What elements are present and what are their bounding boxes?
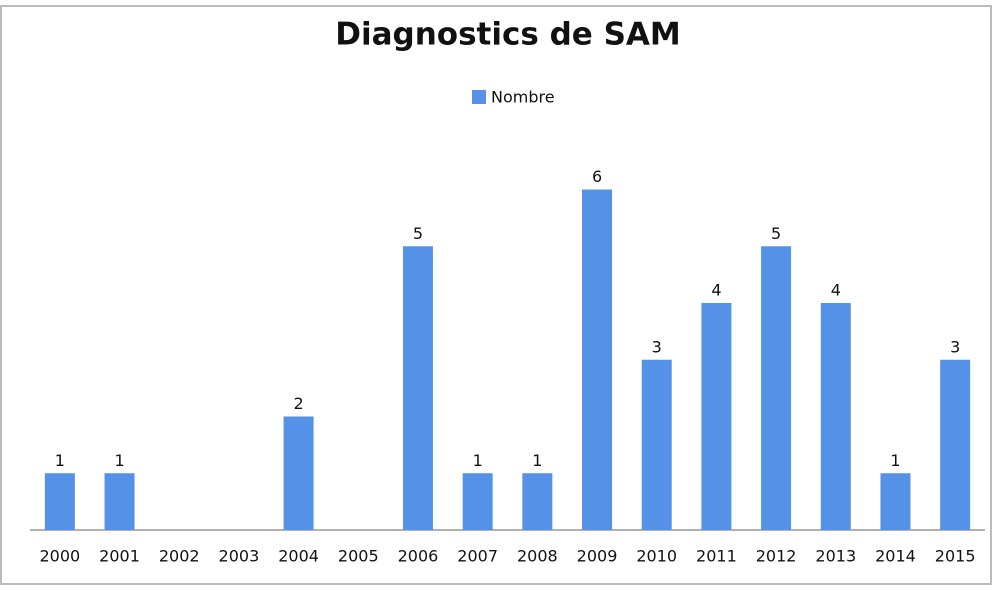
legend-swatch [472,90,486,104]
bar [44,473,75,530]
data-label: 6 [592,167,602,186]
x-tick-label: 2000 [39,547,80,566]
data-label: 3 [950,337,960,356]
data-label: 1 [55,451,65,470]
bar [880,473,911,530]
bar [701,303,732,530]
data-label: 5 [771,224,781,243]
bar [522,473,553,530]
x-tick-label: 2003 [219,547,260,566]
bar [820,303,851,530]
bar [462,473,493,530]
x-tick-label: 2008 [517,547,558,566]
x-tick-label: 2012 [756,547,797,566]
bar [641,359,672,530]
data-label: 1 [890,451,900,470]
data-label: 1 [114,451,124,470]
x-tick-label: 2015 [935,547,976,566]
data-label: 4 [711,281,721,300]
data-label: 3 [652,337,662,356]
x-tick-label: 2001 [99,547,140,566]
x-tick-label: 2006 [398,547,439,566]
x-tick-label: 2002 [159,547,200,566]
bar [761,246,792,530]
bar [402,246,433,530]
x-tick-label: 2009 [577,547,618,566]
legend-label: Nombre [491,88,555,107]
x-tick-label: 2013 [815,547,856,566]
data-label: 4 [831,281,841,300]
x-tick-label: 2014 [875,547,916,566]
data-label: 1 [532,451,542,470]
bar [283,416,314,530]
data-label: 2 [294,394,304,413]
bar [940,359,971,530]
x-tick-label: 2007 [457,547,498,566]
data-label: 1 [473,451,483,470]
chart-title: Diagnostics de SAM [335,17,681,53]
bar [582,189,613,530]
data-label: 5 [413,224,423,243]
x-tick-label: 2011 [696,547,737,566]
x-tick-label: 2010 [636,547,677,566]
bar [104,473,135,530]
x-tick-label: 2005 [338,547,379,566]
x-tick-label: 2004 [278,547,319,566]
